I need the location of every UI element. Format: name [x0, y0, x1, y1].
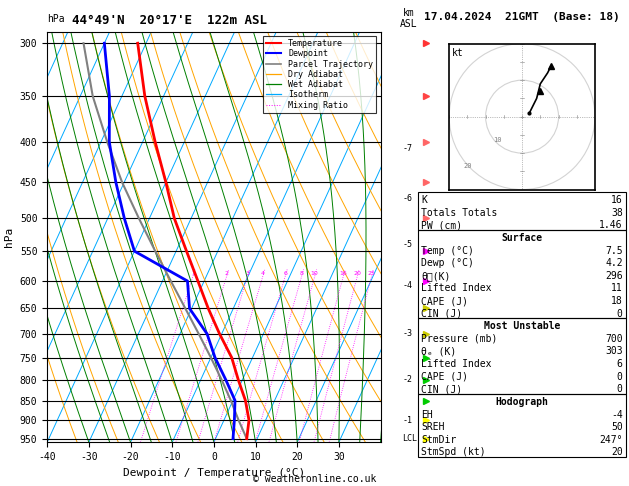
Text: 20: 20	[353, 271, 361, 277]
Text: EH: EH	[421, 410, 433, 419]
Text: -3: -3	[403, 330, 413, 338]
Text: K: K	[421, 195, 427, 205]
Text: 3: 3	[245, 271, 250, 277]
Text: Temp (°C): Temp (°C)	[421, 245, 474, 256]
Legend: Temperature, Dewpoint, Parcel Trajectory, Dry Adiabat, Wet Adiabat, Isotherm, Mi: Temperature, Dewpoint, Parcel Trajectory…	[263, 36, 376, 113]
Text: 50: 50	[611, 422, 623, 432]
Text: CIN (J): CIN (J)	[421, 384, 462, 394]
Text: CAPE (J): CAPE (J)	[421, 372, 469, 382]
Text: θₑ (K): θₑ (K)	[421, 347, 457, 356]
Text: Most Unstable: Most Unstable	[484, 321, 560, 331]
Text: 38: 38	[611, 208, 623, 218]
Text: 6: 6	[617, 359, 623, 369]
Text: 8: 8	[299, 271, 304, 277]
Text: PW (cm): PW (cm)	[421, 220, 462, 230]
Text: 700: 700	[605, 334, 623, 344]
Text: 44°49'N  20°17'E  122m ASL: 44°49'N 20°17'E 122m ASL	[72, 14, 267, 27]
Text: -2: -2	[403, 375, 413, 384]
Text: 1: 1	[191, 271, 195, 277]
Text: 0: 0	[617, 384, 623, 394]
Text: 0: 0	[617, 372, 623, 382]
Text: StmDir: StmDir	[421, 435, 457, 445]
Text: 4: 4	[261, 271, 265, 277]
Text: CIN (J): CIN (J)	[421, 309, 462, 319]
Text: 17.04.2024  21GMT  (Base: 18): 17.04.2024 21GMT (Base: 18)	[424, 12, 620, 22]
Text: 10: 10	[493, 137, 501, 143]
Text: © weatheronline.co.uk: © weatheronline.co.uk	[253, 473, 376, 484]
Text: θᴇ(K): θᴇ(K)	[421, 271, 451, 281]
Text: 25: 25	[367, 271, 376, 277]
Text: -5: -5	[403, 241, 413, 249]
Text: -6: -6	[403, 194, 413, 203]
Text: -4: -4	[611, 410, 623, 419]
Text: 6: 6	[283, 271, 287, 277]
Text: Lifted Index: Lifted Index	[421, 359, 492, 369]
Text: Dewp (°C): Dewp (°C)	[421, 258, 474, 268]
Text: km
ASL: km ASL	[400, 8, 418, 29]
Text: 296: 296	[605, 271, 623, 281]
Text: SREH: SREH	[421, 422, 445, 432]
Text: -1: -1	[403, 416, 413, 425]
Text: 10: 10	[311, 271, 319, 277]
Text: LCL: LCL	[403, 434, 418, 443]
Text: Pressure (mb): Pressure (mb)	[421, 334, 498, 344]
Text: Hodograph: Hodograph	[496, 397, 548, 407]
Text: 16: 16	[611, 195, 623, 205]
Y-axis label: hPa: hPa	[4, 227, 14, 247]
Text: -7: -7	[403, 144, 413, 153]
Text: 7.5: 7.5	[605, 245, 623, 256]
Text: 16: 16	[340, 271, 347, 277]
Text: 0: 0	[617, 309, 623, 319]
Text: 2: 2	[225, 271, 228, 277]
Text: -4: -4	[403, 281, 413, 290]
Text: Surface: Surface	[501, 233, 543, 243]
Text: 247°: 247°	[599, 435, 623, 445]
Text: hPa: hPa	[47, 14, 65, 24]
Text: Lifted Index: Lifted Index	[421, 283, 492, 294]
Text: CAPE (J): CAPE (J)	[421, 296, 469, 306]
Text: StmSpd (kt): StmSpd (kt)	[421, 448, 486, 457]
Text: 20: 20	[611, 448, 623, 457]
Text: 4.2: 4.2	[605, 258, 623, 268]
Text: Totals Totals: Totals Totals	[421, 208, 498, 218]
X-axis label: Dewpoint / Temperature (°C): Dewpoint / Temperature (°C)	[123, 468, 305, 478]
Text: 1.46: 1.46	[599, 220, 623, 230]
Text: 18: 18	[611, 296, 623, 306]
Text: 20: 20	[464, 163, 472, 169]
Text: kt: kt	[452, 48, 464, 58]
Text: 11: 11	[611, 283, 623, 294]
Text: 303: 303	[605, 347, 623, 356]
